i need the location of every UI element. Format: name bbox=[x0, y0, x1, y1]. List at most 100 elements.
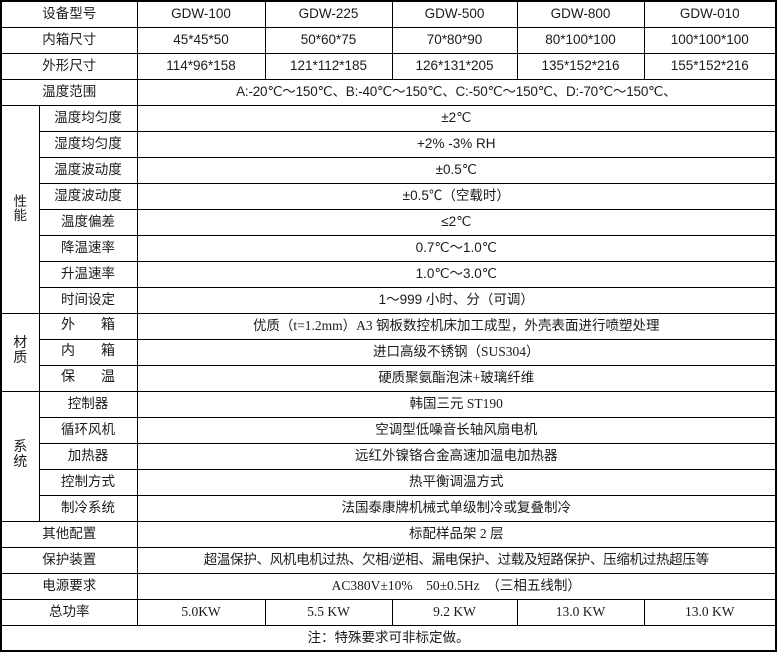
row-label-refrigeration-system: 制冷系统 bbox=[38, 494, 138, 522]
total-power-4: 13.0 KW bbox=[516, 598, 645, 626]
row-label-other-config: 其他配置 bbox=[0, 520, 138, 548]
table-row-inner-size: 内箱尺寸 45*45*50 50*60*75 70*80*90 80*100*1… bbox=[0, 26, 777, 54]
table-row-time-setting: 时间设定 1～999 小时、分（可调） bbox=[1, 286, 777, 314]
category-system-char-2: 统 bbox=[13, 455, 28, 470]
row-label-outer-size: 外形尺寸 bbox=[0, 52, 138, 80]
table-row-temp-range: 温度范围 A:-20℃～150℃、B:-40℃～150℃、C:-50℃～150℃… bbox=[0, 78, 777, 106]
table-row-controller: 系 统 控制器 韩国三元 ST190 bbox=[0, 390, 777, 522]
total-power-3: 9.2 KW bbox=[391, 598, 518, 626]
total-power-1: 5.0KW bbox=[136, 598, 266, 626]
inner-size-5: 100*100*100 bbox=[643, 26, 777, 54]
inner-size-2: 50*60*75 bbox=[264, 26, 393, 54]
table-row-cooling-rate: 降温速率 0.7℃～1.0℃ bbox=[1, 234, 777, 262]
category-performance-char-2: 能 bbox=[13, 208, 28, 223]
row-label-heater: 加热器 bbox=[38, 442, 138, 470]
table-row-outer-box: 材 质 外箱 优质（t=1.2mm）A3 钢板数控机床加工成型，外壳表面进行喷塑… bbox=[0, 312, 777, 392]
table-row-temp-fluctuation: 温度波动度 ±0.5℃ bbox=[1, 156, 777, 184]
outer-box-value: 优质（t=1.2mm）A3 钢板数控机床加工成型，外壳表面进行喷塑处理 bbox=[136, 312, 777, 340]
temp-fluctuation-value: ±0.5℃ bbox=[136, 156, 777, 184]
row-label-total-power: 总功率 bbox=[0, 598, 138, 626]
category-system: 系 统 bbox=[0, 390, 40, 522]
row-label-time-setting: 时间设定 bbox=[38, 286, 138, 314]
row-label-inner-box: 内箱 bbox=[38, 338, 138, 366]
row-label-power-requirements: 电源要求 bbox=[0, 572, 138, 600]
row-label-protection-devices: 保护装置 bbox=[0, 546, 138, 574]
table-row-heating-rate: 升温速率 1.0℃～3.0℃ bbox=[1, 260, 777, 288]
heating-rate-value: 1.0℃～3.0℃ bbox=[136, 260, 777, 288]
model-gdw-225: GDW-225 bbox=[264, 0, 393, 28]
category-performance-char-1: 性 bbox=[13, 193, 28, 209]
table-row-insulation: 保温 硬质聚氨酯泡沫+玻璃纤维 bbox=[1, 364, 777, 392]
table-row-refrigeration-system: 制冷系统 法国泰康牌机械式单级制冷或复叠制冷 bbox=[1, 494, 777, 522]
row-label-humidity-fluctuation: 湿度波动度 bbox=[38, 182, 138, 210]
inner-size-4: 80*100*100 bbox=[516, 26, 645, 54]
outer-size-4: 135*152*216 bbox=[516, 52, 645, 80]
humidity-fluctuation-value: ±0.5℃（空载时） bbox=[136, 182, 777, 210]
temp-deviation-value: ≤2℃ bbox=[136, 208, 777, 236]
model-gdw-010: GDW-010 bbox=[643, 0, 777, 28]
table-row-protection-devices: 保护装置 超温保护、风机电机过热、欠相/逆相、漏电保护、过载及短路保护、压缩机过… bbox=[0, 546, 777, 574]
table-row-inner-box: 内箱 进口高级不锈钢（SUS304） bbox=[1, 338, 777, 366]
table-row-total-power: 总功率 5.0KW 5.5 KW 9.2 KW 13.0 KW 13.0 KW bbox=[0, 598, 777, 626]
row-label-model: 设备型号 bbox=[0, 0, 138, 28]
table-row-humidity-uniformity: 湿度均匀度 +2% -3% RH bbox=[1, 130, 777, 158]
row-label-temp-uniformity: 温度均匀度 bbox=[38, 104, 138, 132]
row-label-outer-box-char-1: 外 bbox=[61, 318, 75, 334]
outer-size-5: 155*152*216 bbox=[643, 52, 777, 80]
inner-size-1: 45*45*50 bbox=[136, 26, 266, 54]
row-label-humidity-uniformity: 湿度均匀度 bbox=[38, 130, 138, 158]
category-material: 材 质 bbox=[0, 312, 40, 392]
cooling-rate-value: 0.7℃～1.0℃ bbox=[136, 234, 777, 262]
inner-size-3: 70*80*90 bbox=[391, 26, 518, 54]
table-row-circulation-fan: 循环风机 空调型低噪音长轴风扇电机 bbox=[1, 416, 777, 444]
controller-value: 韩国三元 ST190 bbox=[136, 390, 777, 418]
category-material-char-1: 材 bbox=[13, 336, 28, 352]
table-row-control-mode: 控制方式 热平衡调温方式 bbox=[1, 468, 777, 496]
row-label-control-mode: 控制方式 bbox=[38, 468, 138, 496]
power-requirements-value: AC380V±10% 50±0.5Hz （三相五线制） bbox=[136, 572, 777, 600]
row-label-insulation-char-1: 保 bbox=[61, 370, 75, 386]
row-label-inner-box-char-2: 箱 bbox=[101, 344, 115, 360]
table-row-humidity-fluctuation: 湿度波动度 ±0.5℃（空载时） bbox=[1, 182, 777, 210]
table-row-heater: 加热器 远红外镍铬合金高速加温电加热器 bbox=[1, 442, 777, 470]
time-setting-value: 1～999 小时、分（可调） bbox=[136, 286, 777, 314]
table-row-note: 注：特殊要求可非标定做。 bbox=[0, 624, 777, 652]
table-row-temp-deviation: 温度偏差 ≤2℃ bbox=[1, 208, 777, 236]
outer-size-3: 126*131*205 bbox=[391, 52, 518, 80]
row-label-heating-rate: 升温速率 bbox=[38, 260, 138, 288]
control-mode-value: 热平衡调温方式 bbox=[136, 468, 777, 496]
temp-range-value: A:-20℃～150℃、B:-40℃～150℃、C:-50℃～150℃、D:-7… bbox=[136, 78, 777, 106]
heater-value: 远红外镍铬合金高速加温电加热器 bbox=[136, 442, 777, 470]
category-performance: 性 能 bbox=[0, 104, 40, 314]
footer-note: 注：特殊要求可非标定做。 bbox=[0, 624, 777, 652]
table-row-other-config: 其他配置 标配样品架 2 层 bbox=[0, 520, 777, 548]
model-gdw-100: GDW-100 bbox=[136, 0, 266, 28]
total-power-5: 13.0 KW bbox=[643, 598, 777, 626]
row-label-temp-fluctuation: 温度波动度 bbox=[38, 156, 138, 184]
row-label-temp-range: 温度范围 bbox=[0, 78, 138, 106]
circulation-fan-value: 空调型低噪音长轴风扇电机 bbox=[136, 416, 777, 444]
table-row-model: 设备型号 GDW-100 GDW-225 GDW-500 GDW-800 GDW… bbox=[0, 0, 777, 28]
row-label-outer-box-char-2: 箱 bbox=[101, 318, 115, 334]
outer-size-2: 121*112*185 bbox=[264, 52, 393, 80]
table-row-temp-uniformity: 性 能 温度均匀度 ±2℃ bbox=[0, 104, 777, 314]
humidity-uniformity-value: +2% -3% RH bbox=[136, 130, 777, 158]
category-material-char-2: 质 bbox=[13, 351, 28, 366]
category-system-char-1: 系 bbox=[13, 440, 28, 456]
row-label-circulation-fan: 循环风机 bbox=[38, 416, 138, 444]
insulation-value: 硬质聚氨酯泡沫+玻璃纤维 bbox=[136, 364, 777, 392]
table-row-power-requirements: 电源要求 AC380V±10% 50±0.5Hz （三相五线制） bbox=[0, 572, 777, 600]
protection-devices-value: 超温保护、风机电机过热、欠相/逆相、漏电保护、过载及短路保护、压缩机过热超压等 bbox=[136, 546, 777, 574]
temp-uniformity-value: ±2℃ bbox=[136, 104, 777, 132]
total-power-2: 5.5 KW bbox=[264, 598, 393, 626]
row-label-controller: 控制器 bbox=[38, 390, 138, 418]
row-label-inner-size: 内箱尺寸 bbox=[0, 26, 138, 54]
model-gdw-500: GDW-500 bbox=[391, 0, 518, 28]
other-config-value: 标配样品架 2 层 bbox=[136, 520, 777, 548]
row-label-temp-deviation: 温度偏差 bbox=[38, 208, 138, 236]
table-row-outer-size: 外形尺寸 114*96*158 121*112*185 126*131*205 … bbox=[0, 52, 777, 80]
inner-box-value: 进口高级不锈钢（SUS304） bbox=[136, 338, 777, 366]
row-label-outer-box: 外箱 bbox=[38, 312, 138, 340]
model-gdw-800: GDW-800 bbox=[516, 0, 645, 28]
